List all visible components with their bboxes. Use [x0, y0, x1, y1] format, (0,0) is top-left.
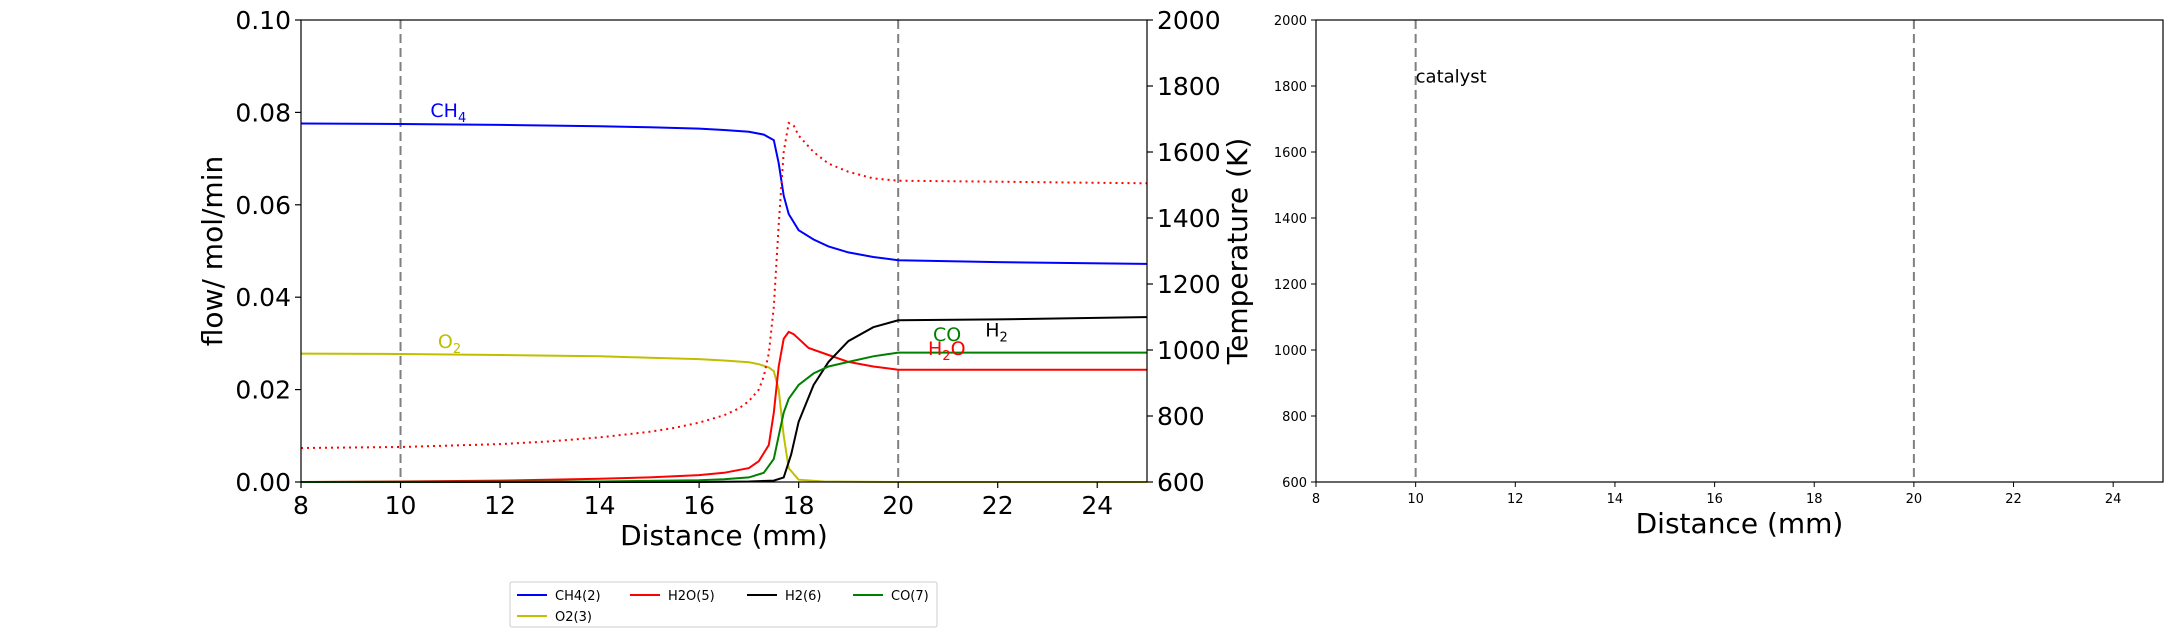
y-tick-label: 0.00 [235, 468, 291, 497]
legend-label: CO(7) [891, 589, 929, 604]
x-tick-label: 8 [1312, 492, 1320, 507]
y-tick-label: 1600 [1274, 146, 1307, 161]
x-tick-label: 18 [783, 491, 815, 520]
catalyst-annotation: catalyst [1416, 67, 1487, 88]
y-tick-label: 2000 [1274, 14, 1307, 29]
y2-axis-label: Temperature (K) [1221, 138, 1254, 365]
plot-frame [1315, 19, 2164, 483]
chart-2: 8 10 12 14 16 18 20 22 24 600 800 1000 1200 1400 1600 1… [1274, 14, 2164, 540]
y2-tick-label: 1200 [1157, 270, 1221, 299]
legend: CH4(2) H2O(5) H2(6) CO(7) O2(3) [509, 581, 938, 628]
legend-label: O2(3) [555, 610, 592, 625]
x-tick-label: 24 [2105, 492, 2122, 507]
y-tick-label: 800 [1282, 410, 1307, 425]
series-annotation: CH4 [430, 100, 466, 126]
y-tick-label: 0.06 [235, 191, 291, 220]
series-line-co7 [300, 351, 1147, 483]
y-tick-label: 0.02 [235, 376, 291, 405]
x-tick-label: 12 [1507, 492, 1524, 507]
x-tick-label: 10 [1407, 492, 1424, 507]
x-tick-label: 14 [1607, 492, 1624, 507]
y2-tick-label: 1000 [1157, 336, 1221, 365]
y2-tick-label: 2000 [1157, 6, 1221, 35]
x-tick-label: 22 [2005, 492, 2022, 507]
chart-1: 8 10 12 14 16 18 20 22 24 0.00 0.02 0.04 0.06 0.08 0.1… [196, 6, 1254, 628]
series-line-ch42 [300, 122, 1148, 265]
x-tick-label: 20 [882, 491, 914, 520]
x-axis-label: Distance (mm) [620, 519, 828, 552]
x-axis-label: Distance (mm) [1636, 507, 1844, 540]
x-tick-label: 14 [584, 491, 616, 520]
series-line-h2o5 [300, 330, 1147, 483]
y-tick-label: 0.04 [235, 283, 291, 312]
x-tick-label: 24 [1081, 491, 1113, 520]
legend-label: H2(6) [785, 589, 821, 604]
series-line-o23 [300, 352, 1147, 483]
series-annotation: H2O [928, 338, 966, 364]
y2-tick-label: 1400 [1157, 204, 1221, 233]
x-tick-label: 16 [683, 491, 715, 520]
legend-box [509, 581, 938, 628]
series-line-h26 [301, 316, 1148, 483]
x-tick-label: 16 [1706, 492, 1723, 507]
series-annotation: H2 [985, 319, 1008, 345]
temperature-line [300, 121, 1148, 449]
series-annotation: O2 [438, 331, 461, 357]
x-tick-label: 10 [385, 491, 417, 520]
y2-tick-label: 800 [1157, 402, 1205, 431]
x-tick-label: 12 [484, 491, 516, 520]
x-tick-label: 22 [982, 491, 1014, 520]
legend-label: H2O(5) [668, 589, 715, 604]
y-tick-label: 600 [1282, 476, 1307, 491]
y2-tick-label: 1600 [1157, 138, 1221, 167]
y-tick-label: 0.08 [235, 98, 291, 127]
y-axis-label: flow/ mol/min [196, 156, 229, 346]
legend-label: CH4(2) [555, 589, 601, 604]
series-annotation: CO [933, 324, 961, 346]
y-tick-label: 0.10 [235, 6, 291, 35]
x-tick-label: 20 [1906, 492, 1923, 507]
plot-frame [300, 19, 1148, 483]
y2-tick-label: 600 [1157, 468, 1205, 497]
x-tick-label: 8 [293, 491, 309, 520]
y-tick-label: 1400 [1274, 212, 1307, 227]
y-tick-label: 1200 [1274, 278, 1307, 293]
y2-tick-label: 1800 [1157, 72, 1221, 101]
y-tick-label: 1800 [1274, 80, 1307, 95]
y-tick-label: 1000 [1274, 344, 1307, 359]
x-tick-label: 18 [1806, 492, 1823, 507]
